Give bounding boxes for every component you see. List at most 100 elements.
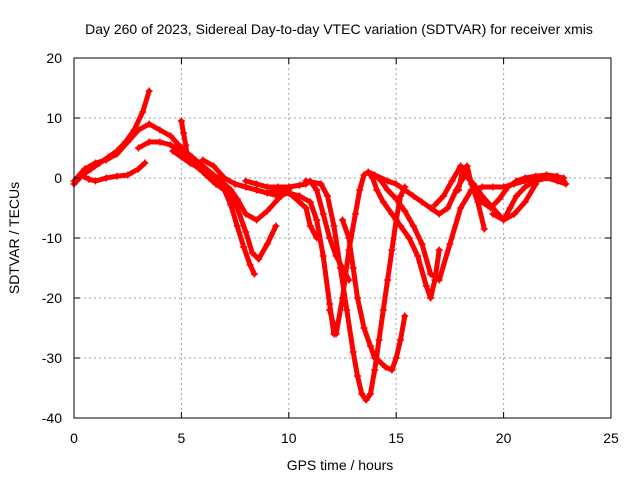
data-point xyxy=(454,186,462,194)
data-point xyxy=(81,165,89,173)
data-point xyxy=(319,210,327,218)
data-point xyxy=(274,183,282,191)
data-point xyxy=(336,264,344,272)
data-point xyxy=(360,324,368,332)
axis-ticks: 0 5 10 15 20 25 20 10 0 -10 -20 -30 -40 xyxy=(42,50,619,446)
x-tick-label: 20 xyxy=(496,430,512,446)
data-point xyxy=(431,201,439,209)
data-point xyxy=(85,175,93,183)
x-tick-label: 25 xyxy=(603,430,619,446)
data-point xyxy=(521,174,529,182)
y-tick-label: 10 xyxy=(46,110,62,126)
y-tick-label: 20 xyxy=(46,50,62,66)
data-point xyxy=(145,120,153,128)
data-point xyxy=(401,207,409,215)
data-point xyxy=(354,372,362,380)
grid xyxy=(74,58,611,418)
series-arc-16 xyxy=(454,162,488,233)
data-point xyxy=(435,276,443,284)
data-point xyxy=(463,162,471,170)
series-arc-17 xyxy=(489,174,570,224)
data-point xyxy=(354,294,362,302)
data-point xyxy=(250,270,258,278)
data-point xyxy=(487,204,495,212)
data-point xyxy=(521,183,529,191)
data-point xyxy=(467,180,475,188)
x-tick-label: 5 xyxy=(178,430,186,446)
data-point xyxy=(248,249,256,257)
data-point xyxy=(364,168,372,176)
data-point xyxy=(306,222,314,230)
data-point xyxy=(448,177,456,185)
data-point xyxy=(274,192,282,200)
data-point xyxy=(113,172,121,180)
data-point xyxy=(360,171,368,179)
y-tick-label: -40 xyxy=(42,410,62,426)
data-point xyxy=(139,108,147,116)
data-point xyxy=(351,210,359,218)
data-point xyxy=(134,126,142,134)
x-tick-label: 15 xyxy=(388,430,404,446)
data-point xyxy=(388,210,396,218)
data-point xyxy=(313,216,321,224)
data-point xyxy=(392,195,400,203)
data-point xyxy=(199,156,207,164)
series-band xyxy=(232,181,320,241)
data-point xyxy=(392,180,400,188)
data-point xyxy=(182,141,190,149)
data-point xyxy=(401,186,409,194)
series-band xyxy=(71,121,257,277)
chart-title: Day 260 of 2023, Sidereal Day-to-day VTE… xyxy=(85,21,593,37)
data-point xyxy=(409,222,417,230)
data-point xyxy=(444,204,452,212)
data-point xyxy=(330,222,338,230)
data-point xyxy=(401,312,409,320)
data-point xyxy=(246,261,254,269)
data-point xyxy=(384,177,392,185)
data-point xyxy=(560,174,568,182)
data-point xyxy=(177,153,185,161)
data-point xyxy=(197,165,205,173)
data-point xyxy=(489,183,497,191)
data-point xyxy=(124,171,132,179)
series-arc-4 xyxy=(134,138,280,263)
data-point xyxy=(205,174,213,182)
data-point xyxy=(506,204,514,212)
data-point xyxy=(388,366,396,374)
data-point xyxy=(253,186,261,194)
data-point xyxy=(343,306,351,314)
data-point xyxy=(512,192,520,200)
data-point xyxy=(91,159,99,167)
data-point xyxy=(220,180,228,188)
data-point xyxy=(371,366,379,374)
data-point xyxy=(532,177,540,185)
data-point xyxy=(439,192,447,200)
data-point xyxy=(409,192,417,200)
data-point xyxy=(381,363,389,371)
data-point xyxy=(102,174,110,182)
data-point xyxy=(384,276,392,284)
data-point xyxy=(553,177,561,185)
data-point xyxy=(210,162,218,170)
data-point xyxy=(231,180,239,188)
data-point xyxy=(124,138,132,146)
data-point xyxy=(422,282,430,290)
data-point xyxy=(512,177,520,185)
data-point xyxy=(255,255,263,263)
y-tick-label: -30 xyxy=(42,350,62,366)
y-tick-label: 0 xyxy=(54,170,62,186)
series-band xyxy=(178,118,191,163)
data-point xyxy=(384,186,392,194)
data-point xyxy=(240,243,248,251)
data-point xyxy=(272,222,280,230)
data-point xyxy=(349,264,357,272)
data-point xyxy=(478,183,486,191)
data-point xyxy=(233,195,241,203)
data-point xyxy=(296,198,304,206)
x-axis-label: GPS time / hours xyxy=(287,457,394,473)
data-point xyxy=(427,294,435,302)
data-point xyxy=(167,141,175,149)
data-point xyxy=(418,240,426,248)
data-point xyxy=(435,246,443,254)
